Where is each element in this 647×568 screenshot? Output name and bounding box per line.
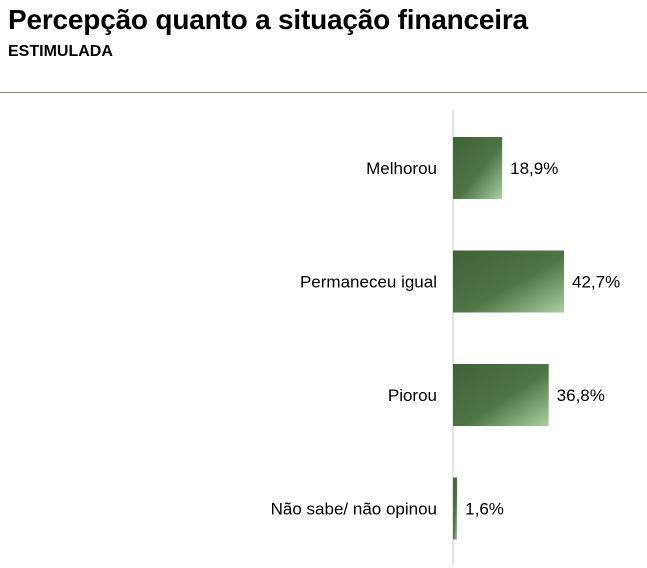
value-label-2: 36,8% [557,386,605,405]
chart-title: Percepção quanto a situação financeira [8,4,528,35]
bar-0 [453,137,503,199]
category-label-2: Piorou [388,386,437,405]
header-divider [0,92,647,93]
value-label-3: 1,6% [465,500,504,519]
chart-subtitle: ESTIMULADA [8,43,113,60]
bar-1 [453,250,565,313]
category-label-0: Melhorou [366,159,437,178]
bar-2 [453,364,549,426]
bar-3 [453,477,458,540]
value-label-0: 18,9% [510,159,558,178]
category-label-1: Permaneceu igual [300,273,437,292]
category-label-3: Não sabe/ não opinou [271,500,437,519]
value-label-1: 42,7% [572,273,620,292]
